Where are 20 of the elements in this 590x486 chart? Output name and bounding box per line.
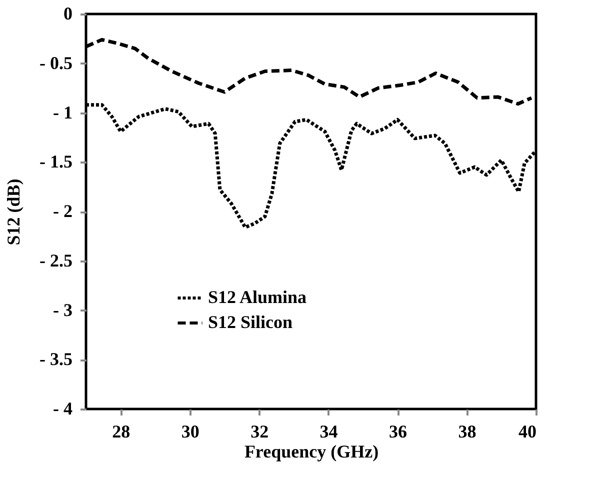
y-tick-label: 0 xyxy=(64,4,72,24)
y-tick-label: - 4 xyxy=(53,398,72,418)
y-axis-title: S12 (dB) xyxy=(4,178,24,246)
y-tick-label: - 0.5 xyxy=(40,52,72,73)
x-tick-label: 38 xyxy=(458,422,476,442)
x-tick-label: 32 xyxy=(250,422,269,442)
y-tick-label: - 1.5 xyxy=(40,152,72,172)
y-tick-label: - 2.5 xyxy=(40,250,72,270)
legend-label: S12 Alumina xyxy=(208,287,307,307)
y-tick-label: - 2 xyxy=(53,201,72,221)
x-tick-label: 36 xyxy=(389,422,408,442)
y-tick-label: - 3 xyxy=(53,300,72,320)
x-tick-label: 34 xyxy=(320,422,338,442)
legend-label: S12 Silicon xyxy=(208,312,293,332)
y-tick-label: - 3.5 xyxy=(40,349,72,370)
x-tick-label: 28 xyxy=(112,422,130,442)
x-tick-label: 30 xyxy=(181,422,200,442)
y-tick-label: - 1 xyxy=(53,102,72,122)
x-axis-title: Frequency (GHz) xyxy=(244,442,379,462)
x-tick-label: 40 xyxy=(518,422,536,442)
